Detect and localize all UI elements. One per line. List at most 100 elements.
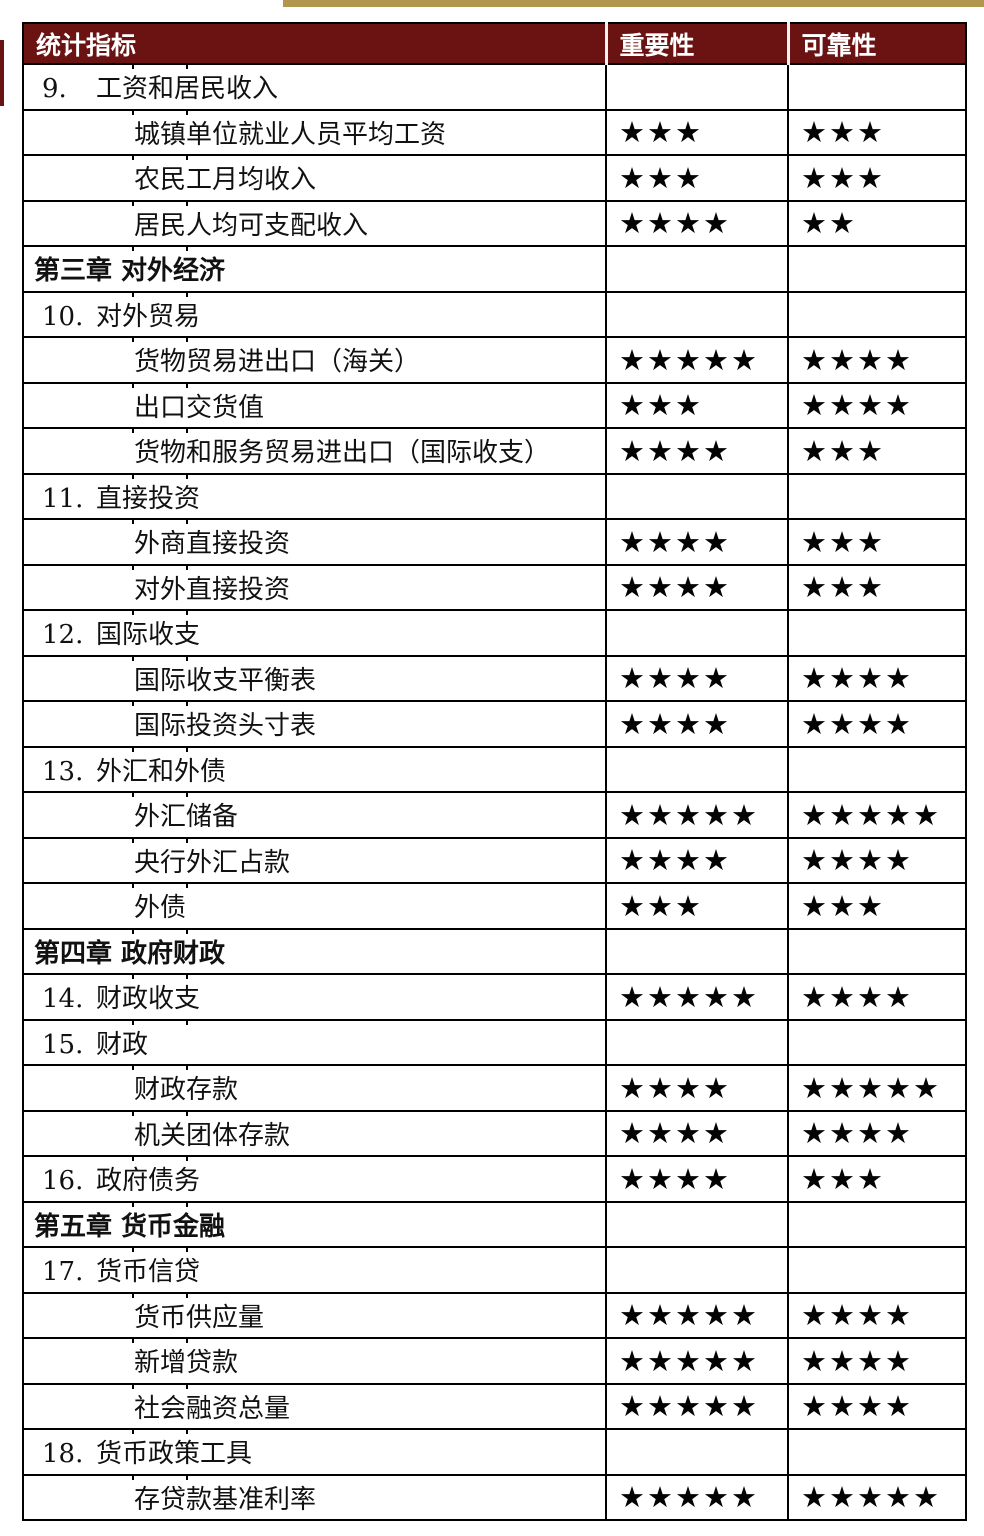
importance-stars: ★★★★ xyxy=(605,1109,789,1157)
indicator-cell: 第四章 政府财政 xyxy=(22,927,607,975)
table-row: 对外直接投资 ★★★★ ★★★ xyxy=(22,563,967,611)
grid-tick xyxy=(186,793,188,797)
table-row: 货物贸易进出口（海关） ★★★★★ ★★★★ xyxy=(22,336,967,384)
reliability-stars: ★★★★ xyxy=(787,1291,967,1339)
indicator-cell: 农民工月均收入 xyxy=(22,154,607,202)
grid-tick xyxy=(132,748,134,752)
grid-tick xyxy=(186,65,188,69)
row-number: 10. xyxy=(42,301,84,332)
reliability-stars: ★★★★ xyxy=(787,654,967,702)
importance-stars: ★★★★ xyxy=(605,199,789,247)
table-row: 18. 货币政策工具 xyxy=(22,1428,967,1476)
grid-tick xyxy=(186,1021,188,1025)
table-row: 外债 ★★★ ★★★ xyxy=(22,882,967,930)
grid-tick xyxy=(186,1476,188,1480)
table-row: 存贷款基准利率 ★★★★★ ★★★★★ xyxy=(22,1473,967,1521)
indicator-cell: 10. 对外贸易 xyxy=(22,290,607,338)
indicator-cell: 货物贸易进出口（海关） xyxy=(22,336,607,384)
indicator-label: 国际收支平衡表 xyxy=(134,665,317,696)
indicator-cell: 外商直接投资 xyxy=(22,518,607,566)
reliability-stars xyxy=(787,1018,967,1066)
importance-stars: ★★★★★ xyxy=(605,791,789,839)
grid-tick xyxy=(132,793,134,797)
grid-tick xyxy=(132,930,134,934)
indicator-cell: 社会融资总量 xyxy=(22,1382,607,1430)
importance-stars: ★★★★★ xyxy=(605,1382,789,1430)
indicator-label: 外汇和外债 xyxy=(96,756,227,787)
table-row: 央行外汇占款 ★★★★ ★★★★ xyxy=(22,836,967,884)
importance-stars: ★★★★★ xyxy=(605,1291,789,1339)
grid-tick xyxy=(186,884,188,888)
table-row: 第四章 政府财政 xyxy=(22,927,967,975)
indicator-cell: 央行外汇占款 xyxy=(22,836,607,884)
indicator-cell: 16. 政府债务 xyxy=(22,1155,607,1203)
grid-tick xyxy=(132,520,134,524)
grid-tick xyxy=(186,520,188,524)
grid-tick xyxy=(132,65,134,69)
reliability-stars: ★★★ xyxy=(787,108,967,156)
importance-stars: ★★★★★ xyxy=(605,973,789,1021)
reliability-stars xyxy=(787,609,967,657)
grid-tick xyxy=(186,202,188,206)
reliability-stars xyxy=(787,472,967,520)
reliability-stars: ★★★★★ xyxy=(787,791,967,839)
grid-tick xyxy=(186,611,188,615)
reliability-stars: ★★★ xyxy=(787,427,967,475)
indicator-label: 对外贸易 xyxy=(96,301,201,332)
table-row: 居民人均可支配收入 ★★★★ ★★ xyxy=(22,199,967,247)
reliability-stars: ★★★★ xyxy=(787,381,967,429)
indicator-cell: 14. 财政收支 xyxy=(22,973,607,1021)
grid-tick xyxy=(132,839,134,843)
grid-tick xyxy=(132,338,134,342)
grid-tick xyxy=(132,475,134,479)
grid-tick xyxy=(132,1476,134,1480)
grid-tick xyxy=(186,839,188,843)
importance-stars: ★★★★★ xyxy=(605,336,789,384)
indicator-cell: 财政存款 xyxy=(22,1064,607,1112)
importance-stars xyxy=(605,1428,789,1476)
table-row: 12. 国际收支 xyxy=(22,609,967,657)
indicator-label: 货币政策工具 xyxy=(96,1439,253,1470)
table-row: 11. 直接投资 xyxy=(22,472,967,520)
indicator-label: 外汇储备 xyxy=(134,802,239,833)
importance-stars xyxy=(605,609,789,657)
indicator-label: 城镇单位就业人员平均工资 xyxy=(134,119,447,150)
reliability-stars xyxy=(787,290,967,338)
table-row: 14. 财政收支 ★★★★★ ★★★★ xyxy=(22,973,967,1021)
importance-stars: ★★★★ xyxy=(605,1064,789,1112)
importance-stars: ★★★★ xyxy=(605,700,789,748)
indicator-cell: 国际收支平衡表 xyxy=(22,654,607,702)
indicator-label: 工资和居民收入 xyxy=(96,74,279,105)
reliability-stars: ★★★ xyxy=(787,154,967,202)
table-row: 社会融资总量 ★★★★★ ★★★★ xyxy=(22,1382,967,1430)
indicator-label: 出口交货值 xyxy=(134,392,265,423)
row-number: 18. xyxy=(42,1439,84,1470)
grid-tick xyxy=(186,1294,188,1298)
indicator-cell: 存贷款基准利率 xyxy=(22,1473,607,1521)
grid-tick xyxy=(186,429,188,433)
grid-tick xyxy=(132,611,134,615)
grid-tick xyxy=(186,293,188,297)
table-row: 国际收支平衡表 ★★★★ ★★★★ xyxy=(22,654,967,702)
reliability-stars xyxy=(787,1428,967,1476)
reliability-stars xyxy=(787,1246,967,1294)
reliability-stars: ★★★ xyxy=(787,563,967,611)
indicator-label: 第三章 对外经济 xyxy=(34,256,226,287)
grid-tick xyxy=(186,975,188,979)
table-row: 城镇单位就业人员平均工资 ★★★ ★★★ xyxy=(22,108,967,156)
table-row: 13. 外汇和外债 xyxy=(22,745,967,793)
grid-tick xyxy=(186,1203,188,1207)
table-row: 国际投资头寸表 ★★★★ ★★★★ xyxy=(22,700,967,748)
indicator-label: 居民人均可支配收入 xyxy=(134,210,369,241)
grid-tick xyxy=(132,293,134,297)
indicator-label: 货币信贷 xyxy=(96,1257,201,1288)
reliability-stars: ★★ xyxy=(787,199,967,247)
col-header-indicator: 统计指标 xyxy=(22,22,607,65)
indicator-cell: 17. 货币信贷 xyxy=(22,1246,607,1294)
indicator-cell: 12. 国际收支 xyxy=(22,609,607,657)
top-gold-bar xyxy=(283,0,984,7)
reliability-stars: ★★★★ xyxy=(787,700,967,748)
grid-tick xyxy=(132,1021,134,1025)
reliability-stars: ★★★★ xyxy=(787,973,967,1021)
reliability-stars: ★★★★★ xyxy=(787,1064,967,1112)
